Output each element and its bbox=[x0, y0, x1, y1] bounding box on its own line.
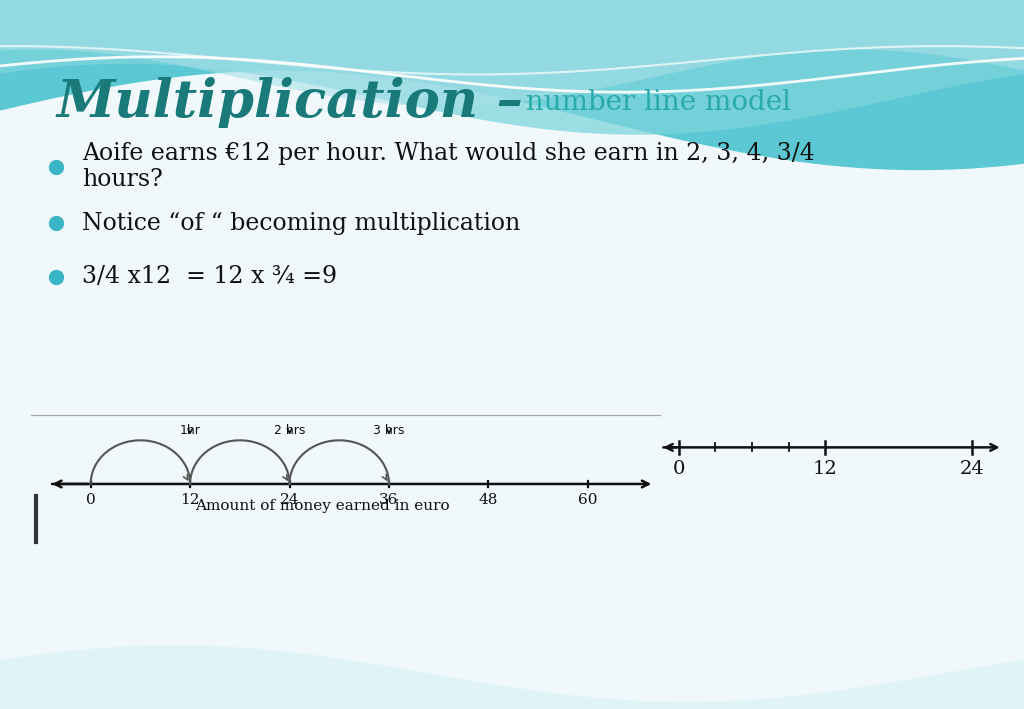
Text: 36: 36 bbox=[379, 493, 398, 506]
Text: Multiplication –: Multiplication – bbox=[56, 77, 523, 128]
Polygon shape bbox=[0, 645, 1024, 709]
Text: 12: 12 bbox=[813, 460, 838, 478]
Polygon shape bbox=[0, 0, 1024, 170]
Text: 24: 24 bbox=[959, 460, 984, 478]
Text: 3/4 x12  = 12 x ¾ =9: 3/4 x12 = 12 x ¾ =9 bbox=[82, 265, 337, 288]
Text: 2 hrs: 2 hrs bbox=[273, 425, 305, 437]
Text: 60: 60 bbox=[579, 493, 598, 506]
Text: 48: 48 bbox=[479, 493, 498, 506]
Polygon shape bbox=[0, 0, 1024, 135]
Text: Amount of money earned in euro: Amount of money earned in euro bbox=[196, 499, 450, 513]
Text: 12: 12 bbox=[180, 493, 200, 506]
Text: 3 hrs: 3 hrs bbox=[374, 425, 404, 437]
Text: Aoife earns €12 per hour. What would she earn in 2, 3, 4, 3/4
hours?: Aoife earns €12 per hour. What would she… bbox=[82, 142, 815, 191]
Text: number line model: number line model bbox=[517, 89, 792, 116]
Text: 24: 24 bbox=[280, 493, 299, 506]
Polygon shape bbox=[0, 0, 1024, 106]
Text: 1hr: 1hr bbox=[179, 425, 201, 437]
Text: Notice “of “ becoming multiplication: Notice “of “ becoming multiplication bbox=[82, 212, 520, 235]
Text: 0: 0 bbox=[673, 460, 685, 478]
Text: 0: 0 bbox=[86, 493, 95, 506]
